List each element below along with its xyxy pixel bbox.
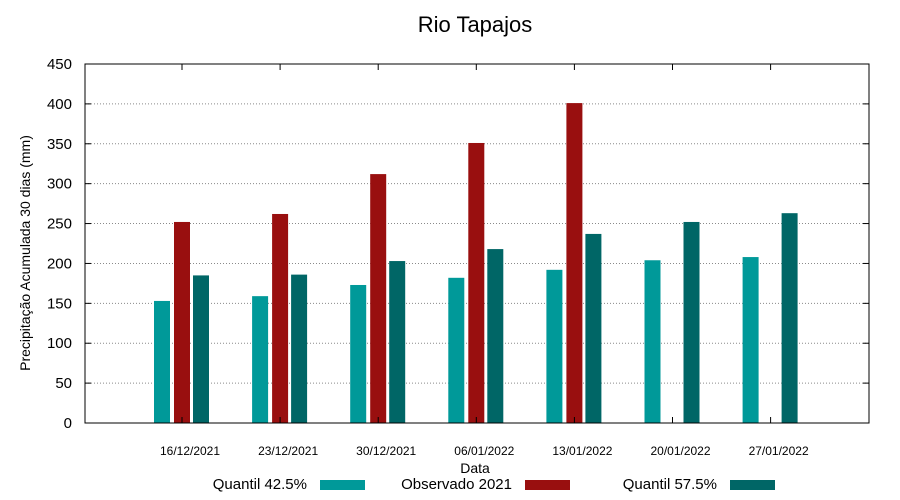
legend-swatch xyxy=(525,480,570,490)
bar-series-2 xyxy=(487,249,504,423)
y-tick-label: 250 xyxy=(47,216,72,233)
bar-series-1 xyxy=(566,103,583,423)
bar-series-1 xyxy=(174,221,190,423)
bars xyxy=(154,103,798,424)
y-tick-label: 0 xyxy=(64,415,72,432)
x-tick-label: 13/01/2022 xyxy=(552,444,612,458)
bar-series-2 xyxy=(291,274,308,423)
y-tick-label: 200 xyxy=(47,255,72,272)
x-tick-label: 23/12/2021 xyxy=(258,444,318,458)
x-tick-label: 16/12/2021 xyxy=(160,444,220,458)
legend: Quantil 42.5% Observado 2021 Quantil 57.5% xyxy=(213,476,775,493)
x-tick-label: 30/12/2021 xyxy=(356,444,416,458)
bar-series-0 xyxy=(350,284,367,423)
bar-series-1 xyxy=(272,213,289,423)
bar-series-2 xyxy=(193,275,209,423)
bar-series-0 xyxy=(448,277,465,423)
x-tick-label: 27/01/2022 xyxy=(749,444,809,458)
legend-label: Observado 2021 xyxy=(401,476,512,493)
x-tick-label: 06/01/2022 xyxy=(454,444,514,458)
plot-frame xyxy=(84,63,870,424)
y-tick-label: 100 xyxy=(47,335,72,352)
x-axis-label: Data xyxy=(460,460,490,476)
bar-series-0 xyxy=(644,260,661,423)
y-tick-label: 150 xyxy=(47,295,72,312)
bar-series-0 xyxy=(154,300,170,423)
y-tick-label: 350 xyxy=(47,136,72,153)
y-tick-label: 50 xyxy=(55,375,72,392)
legend-label: Quantil 42.5% xyxy=(213,476,307,493)
bar-series-2 xyxy=(781,213,798,423)
y-axis-ticks: 0 50 100 150 200 250 300 350 400 450 xyxy=(47,56,869,432)
x-axis-ticks: 16/12/2021 23/12/2021 30/12/2021 06/01/2022… xyxy=(160,64,809,458)
chart-title: Rio Tapajos xyxy=(418,12,533,37)
bar-series-2 xyxy=(683,221,700,423)
y-tick-label: 300 xyxy=(47,176,72,193)
x-tick-label: 20/01/2022 xyxy=(650,444,710,458)
legend-label: Quantil 57.5% xyxy=(623,476,717,493)
bar-series-1 xyxy=(370,174,387,423)
bar-series-1 xyxy=(468,142,485,424)
legend-swatch xyxy=(320,480,365,490)
bar-series-0 xyxy=(742,257,759,423)
bar-series-0 xyxy=(546,269,563,423)
y-tick-label: 400 xyxy=(47,96,72,113)
bar-series-0 xyxy=(252,296,269,423)
y-axis-label: Precipitação Acumulada 30 dias (mm) xyxy=(17,135,33,371)
bar-series-2 xyxy=(585,233,602,423)
bar-series-2 xyxy=(389,261,406,423)
legend-swatch xyxy=(730,480,775,490)
y-tick-label: 450 xyxy=(47,56,72,73)
